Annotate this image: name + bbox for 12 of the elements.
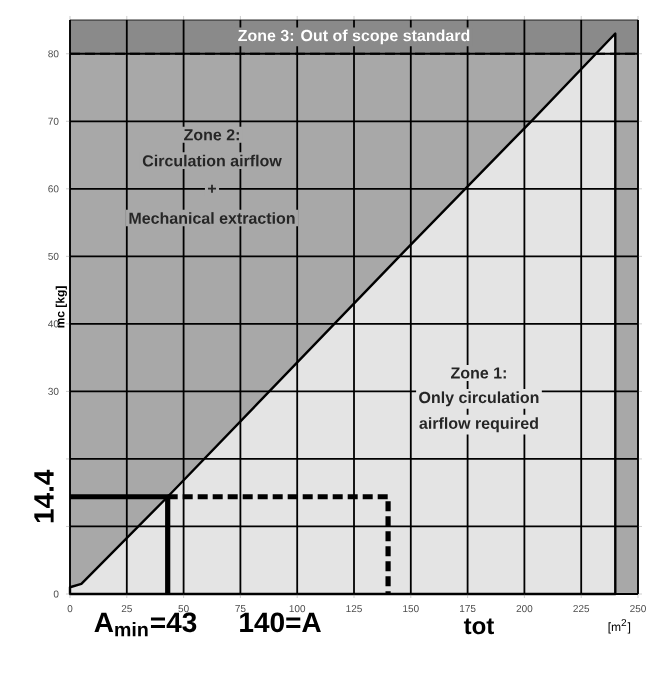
annotation: airflow required: [419, 417, 538, 433]
band-label: Zone 3: Out of scope standard: [238, 29, 470, 45]
annotation: Only circulation: [419, 391, 539, 407]
annotation: 14.4: [34, 469, 54, 523]
annotation: Mechanical extraction: [129, 212, 295, 224]
annotation: +: [207, 184, 217, 193]
annotation: 140=A: [240, 612, 321, 633]
annotation: Zone 1:: [450, 367, 506, 379]
annotation: Zone 2:: [184, 129, 239, 141]
text: tot: [463, 618, 494, 635]
annotation: A$_{min}$=43: [94, 612, 197, 637]
annotation: Circulation airflow: [142, 154, 282, 167]
